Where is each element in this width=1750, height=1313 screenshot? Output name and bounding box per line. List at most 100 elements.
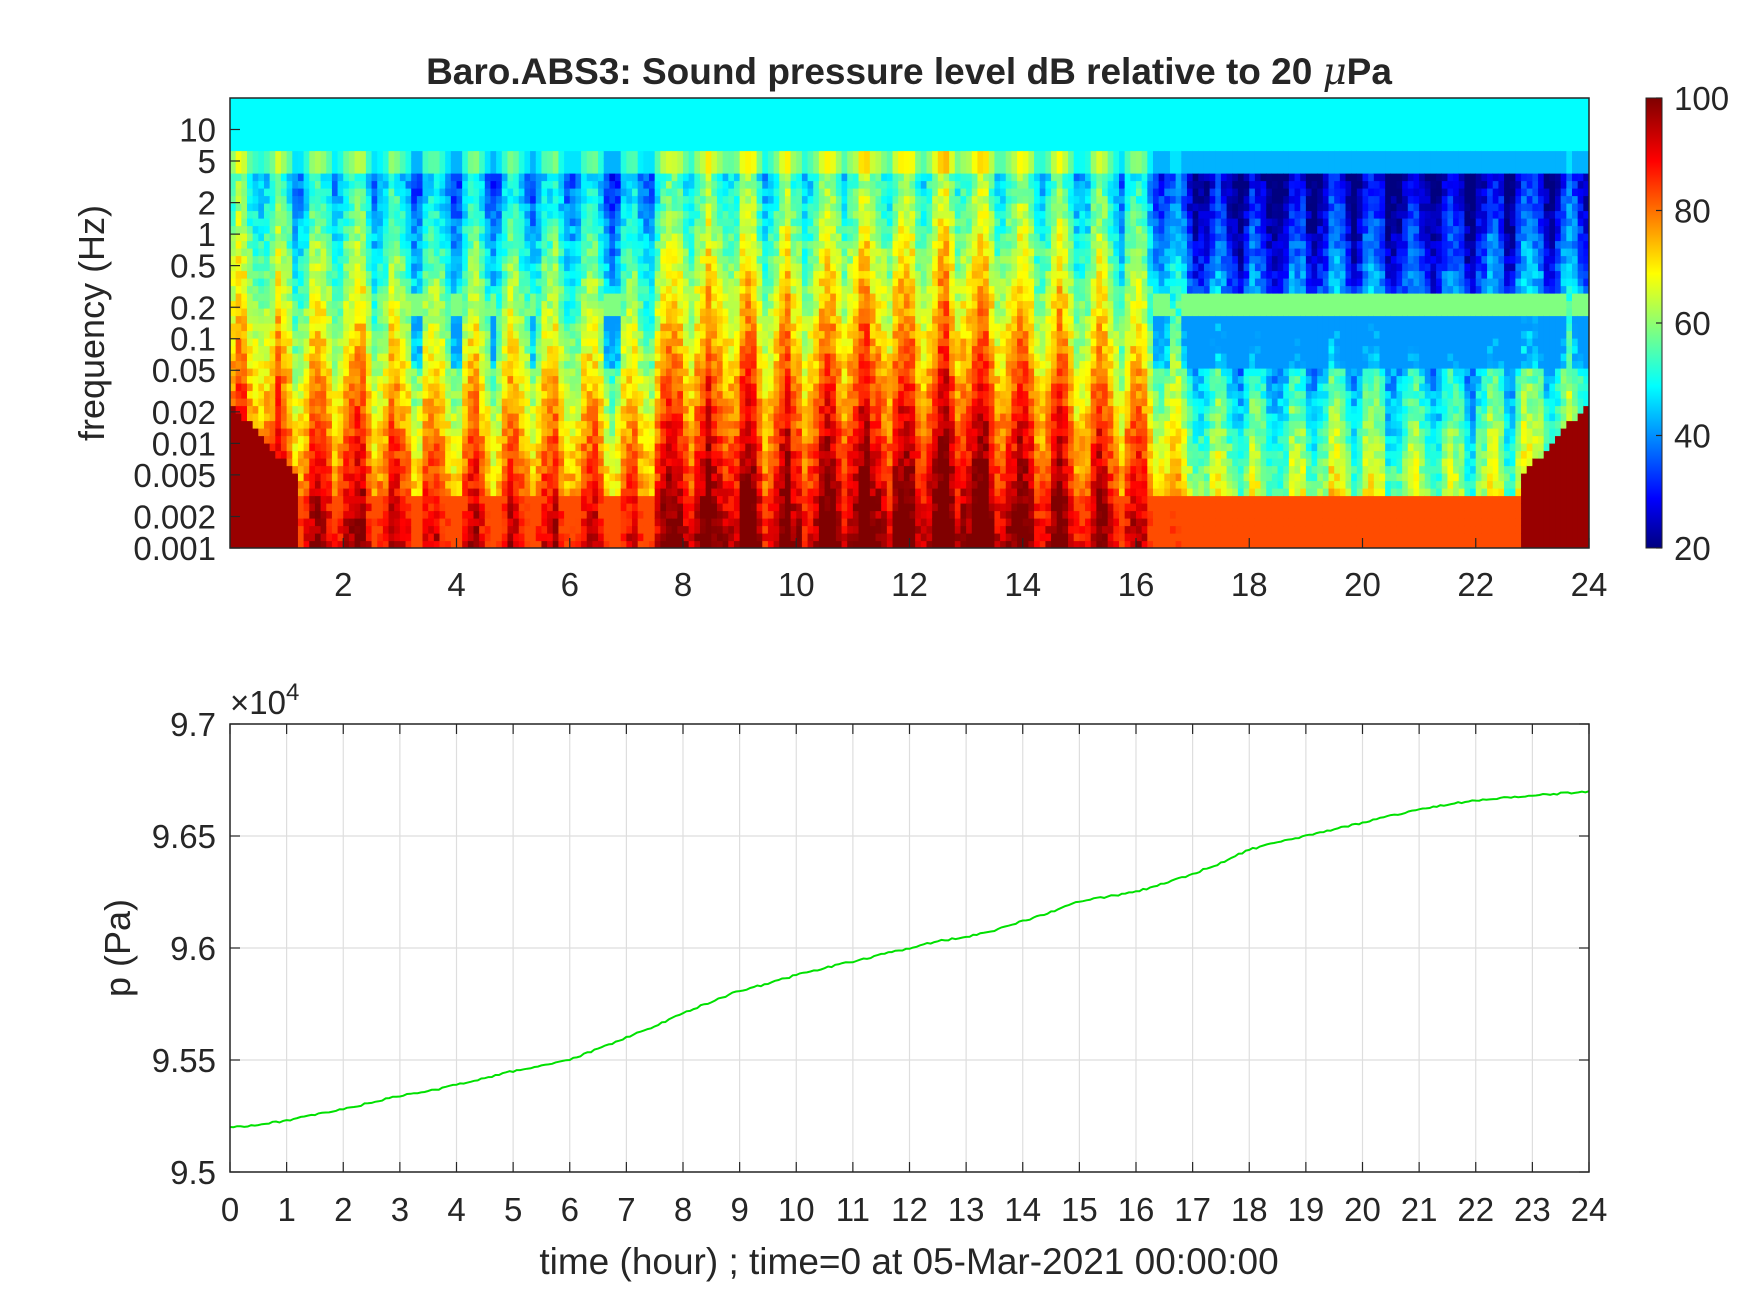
heatmap-cell: [558, 248, 565, 257]
heatmap-cell: [365, 285, 373, 294]
heatmap-cell: [428, 150, 435, 159]
heatmap-cell: [688, 293, 695, 302]
heatmap-cell: [490, 405, 497, 414]
heatmap-cell: [382, 323, 390, 332]
heatmap-cell: [297, 338, 305, 347]
heatmap-cell: [292, 150, 299, 159]
heatmap-cell: [263, 360, 271, 369]
heatmap-cell: [671, 270, 678, 279]
heatmap-cell: [479, 195, 486, 204]
heatmap-cell: [513, 323, 520, 332]
heatmap-cell: [280, 263, 288, 272]
heatmap-cell: [303, 195, 310, 204]
heatmap-cell: [666, 375, 673, 384]
heatmap-cell: [467, 120, 475, 129]
heatmap-cell: [422, 450, 429, 459]
heatmap-cell: [314, 480, 322, 489]
heatmap-cell: [683, 128, 690, 137]
heatmap-cell: [564, 360, 571, 369]
heatmap-cell: [632, 278, 639, 287]
heatmap-cell: [484, 398, 492, 407]
heatmap-cell: [269, 143, 276, 152]
heatmap-cell: [626, 113, 633, 122]
heatmap-cell: [416, 173, 424, 182]
heatmap-cell: [535, 533, 543, 542]
heatmap-cell: [360, 368, 367, 377]
heatmap-cell: [450, 255, 458, 264]
heatmap-cell: [445, 165, 452, 174]
heatmap-cell: [411, 308, 418, 317]
heatmap-cell: [564, 533, 571, 542]
heatmap-cell: [626, 533, 633, 542]
heatmap-cell: [450, 308, 458, 317]
heatmap-cell: [586, 510, 593, 519]
heatmap-cell: [292, 120, 299, 129]
heatmap-cell: [297, 248, 305, 257]
heatmap-cell: [484, 390, 492, 399]
heatmap-cell: [683, 188, 690, 197]
heatmap-cell: [671, 345, 678, 354]
heatmap-cell: [637, 443, 644, 452]
heatmap-cell: [558, 165, 565, 174]
heatmap-cell: [479, 473, 486, 482]
heatmap-cell: [309, 323, 316, 332]
heatmap-cell: [416, 375, 424, 384]
heatmap-cell: [575, 503, 582, 512]
heatmap-cell: [354, 255, 361, 264]
heatmap-cell: [558, 488, 565, 497]
heatmap-cell: [445, 285, 452, 294]
heatmap-cell: [615, 233, 622, 242]
heatmap-cell: [309, 210, 316, 219]
heatmap-cell: [343, 488, 350, 497]
heatmap-cell: [535, 345, 543, 354]
heatmap-cell: [309, 510, 316, 519]
heatmap-cell: [280, 368, 288, 377]
heatmap-cell: [309, 443, 316, 452]
heatmap-cell: [524, 203, 531, 212]
heatmap-cell: [377, 98, 384, 107]
heatmap-cell: [535, 458, 543, 467]
heatmap-cell: [297, 233, 305, 242]
heatmap-cell: [490, 330, 497, 339]
heatmap-cell: [552, 450, 560, 459]
heatmap-cell: [456, 533, 463, 542]
heatmap-cell: [552, 435, 560, 444]
heatmap-cell: [558, 233, 565, 242]
heatmap-cell: [263, 338, 271, 347]
heatmap-cell: [603, 173, 610, 182]
heatmap-cell: [280, 518, 288, 527]
heatmap-cell: [654, 353, 661, 362]
heatmap-cell: [309, 128, 316, 137]
heatmap-cell: [275, 323, 282, 332]
heatmap-cell: [348, 128, 356, 137]
heatmap-cell: [394, 300, 401, 309]
heatmap-cell: [314, 300, 322, 309]
heatmap-cell: [666, 503, 673, 512]
heatmap-cell: [365, 458, 373, 467]
heatmap-cell: [598, 105, 605, 114]
heatmap-cell: [530, 105, 537, 114]
heatmap-cell: [660, 375, 667, 384]
heatmap-cell: [280, 128, 288, 137]
heatmap-cell: [615, 308, 622, 317]
heatmap-cell: [371, 143, 378, 152]
heatmap-cell: [671, 533, 678, 542]
heatmap-cell: [490, 308, 497, 317]
heatmap-cell: [620, 450, 627, 459]
heatmap-cell: [683, 503, 690, 512]
heatmap-cell: [569, 203, 577, 212]
heatmap-cell: [354, 345, 361, 354]
heatmap-cell: [399, 353, 407, 362]
heatmap-cell: [609, 98, 616, 107]
heatmap-cell: [388, 165, 395, 174]
heatmap-cell: [507, 98, 514, 107]
heatmap-cell: [598, 225, 605, 234]
heatmap-cell: [382, 383, 390, 392]
heatmap-cell: [382, 368, 390, 377]
heatmap-cell: [275, 458, 282, 467]
heatmap-cell: [683, 233, 690, 242]
heatmap-cell: [388, 510, 395, 519]
heatmap-cell: [286, 443, 293, 452]
heatmap-cell: [388, 405, 395, 414]
heatmap-cell: [643, 398, 650, 407]
